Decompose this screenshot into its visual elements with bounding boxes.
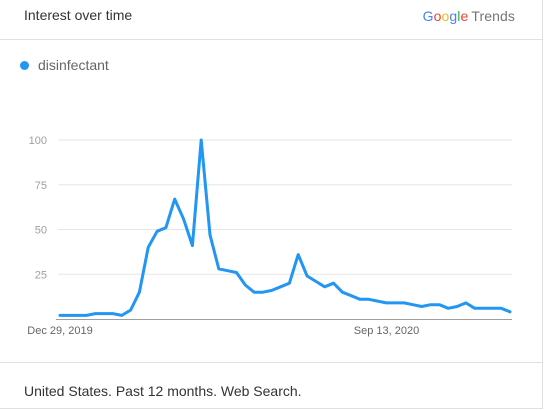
series-line-disinfectant [58, 138, 512, 317]
data-point [76, 314, 79, 317]
logo-letter: o [433, 8, 442, 24]
data-point [394, 301, 397, 304]
data-point [350, 294, 353, 297]
card-footer: United States. Past 12 months. Web Searc… [0, 362, 543, 409]
logo-letter: g [449, 8, 458, 24]
data-point [323, 285, 326, 288]
y-tick-label: 100 [29, 135, 47, 147]
data-point [182, 217, 185, 220]
data-point [367, 298, 370, 301]
data-point [111, 312, 114, 315]
data-point [456, 305, 459, 308]
line-chart[interactable]: 25 50 75 100 Dec 29, 2019 Sep 13, 2020 [0, 110, 543, 350]
y-tick-label: 25 [35, 269, 47, 281]
data-point [464, 301, 467, 304]
data-point [67, 314, 70, 317]
data-point [288, 282, 291, 285]
y-tick-label: 50 [35, 225, 47, 237]
data-point [420, 305, 423, 308]
x-tick-label: Dec 29, 2019 [27, 325, 92, 337]
data-point [270, 289, 273, 292]
data-point [438, 303, 441, 306]
data-point [156, 230, 159, 233]
data-point [261, 291, 264, 294]
logo-letter: o [441, 8, 450, 24]
logo-letter: e [460, 8, 469, 24]
data-point [306, 275, 309, 278]
data-point [376, 300, 379, 303]
data-point [85, 314, 88, 317]
data-point [129, 309, 132, 312]
footer-caption: United States. Past 12 months. Web Searc… [24, 383, 302, 399]
data-point [253, 291, 256, 294]
data-point [164, 226, 167, 229]
x-tick-label: Sep 13, 2020 [354, 325, 419, 337]
data-point [94, 312, 97, 315]
data-point [411, 303, 414, 306]
data-point [509, 310, 512, 313]
card-header: Interest over time Google Trends [0, 0, 543, 40]
data-point [447, 307, 450, 310]
data-point [473, 307, 476, 310]
data-point [147, 246, 150, 249]
data-point [209, 233, 212, 236]
data-point [429, 303, 432, 306]
data-point [341, 291, 344, 294]
data-point [235, 271, 238, 274]
data-point [500, 307, 503, 310]
legend-label: disinfectant [38, 57, 109, 73]
data-point [200, 139, 203, 142]
data-point [217, 267, 220, 270]
data-point [359, 298, 362, 301]
data-point [403, 301, 406, 304]
data-point [332, 282, 335, 285]
data-point [491, 307, 494, 310]
data-point [103, 312, 106, 315]
data-point [297, 253, 300, 256]
data-point [385, 301, 388, 304]
data-point [120, 314, 123, 317]
data-point [173, 198, 176, 201]
data-point [226, 269, 229, 272]
y-tick-label: 75 [35, 180, 47, 192]
chart-legend: disinfectant [20, 57, 109, 73]
logo-letter: G [422, 8, 434, 24]
legend-dot-icon [20, 60, 29, 70]
data-point [314, 280, 317, 283]
chart-area[interactable]: 25 50 75 100 Dec 29, 2019 Sep 13, 2020 [0, 110, 543, 350]
logo-letter: l [457, 8, 461, 24]
data-point [279, 285, 282, 288]
data-point [244, 283, 247, 286]
card-title: Interest over time [24, 7, 133, 23]
data-point [482, 307, 485, 310]
data-point [138, 291, 141, 294]
data-point [191, 244, 194, 247]
logo-trends-word: Trends [471, 8, 515, 24]
data-point [59, 314, 62, 317]
google-trends-logo[interactable]: Google Trends [423, 8, 515, 24]
